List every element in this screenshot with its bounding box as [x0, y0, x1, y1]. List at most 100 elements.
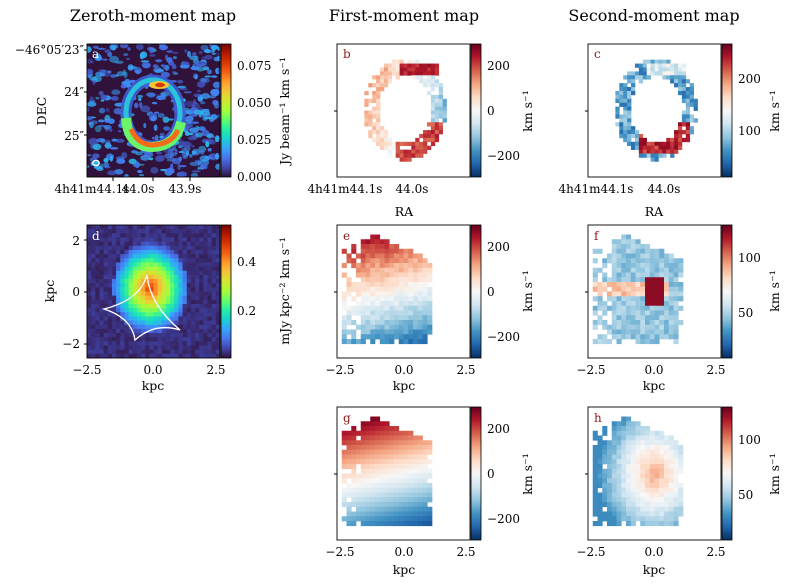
panel-c-pixel	[681, 114, 687, 119]
panel-f-pixel	[649, 282, 655, 288]
panel-e-pixel	[375, 305, 381, 311]
panel-f-pixel	[640, 253, 646, 259]
panel-d-pixel	[124, 316, 129, 321]
panel-d-pixel	[145, 324, 150, 330]
panel-e-pixel	[360, 286, 366, 292]
panel-e-pixel	[379, 324, 385, 330]
panel-h-pixel	[640, 483, 646, 489]
panel-h-pixel	[678, 502, 684, 508]
panel-d-pixel	[178, 308, 183, 313]
panel-e-pixel	[422, 334, 428, 340]
panel-h-pixel	[630, 506, 636, 512]
noise-blob	[188, 127, 199, 133]
panel-d-pixel	[128, 229, 134, 234]
panel-f-pixel	[659, 272, 665, 278]
panel-d-pixel	[116, 328, 121, 334]
panel-d-pixel	[182, 345, 188, 351]
panel-d-pixel	[132, 262, 138, 267]
panel-d-pixel	[107, 312, 113, 317]
panel-e-pixel	[379, 277, 385, 283]
panel-c-pixel	[681, 63, 687, 68]
panel-d-pixel	[120, 258, 125, 263]
panel-g-pixel	[341, 497, 347, 503]
panel-c-pixel	[631, 79, 636, 84]
panel-d-pixel	[107, 274, 113, 280]
panel-d-pixel	[199, 345, 204, 351]
panel-c-pixel	[674, 83, 679, 88]
panel-d-pixel	[136, 295, 142, 301]
panel-c-pixel	[674, 79, 679, 84]
panel-f-pixel	[659, 267, 665, 273]
panel-h-pixel	[659, 468, 665, 474]
panel-h-pixel	[649, 468, 655, 474]
panel-e-pixel	[394, 301, 400, 307]
panel-d-pixel	[103, 303, 109, 309]
panel-e-pixel	[408, 301, 414, 307]
panel-f-pixel	[664, 329, 670, 335]
panel-f-pixel	[635, 239, 641, 245]
panel-g-pixel	[379, 511, 385, 517]
panel-g-pixel	[346, 464, 352, 470]
panel-h-pixel	[635, 497, 641, 503]
panel-f-pixel	[621, 320, 627, 326]
panel-d-pixel	[124, 291, 129, 297]
panel-g-pixel	[408, 473, 414, 479]
panel-e-pixel	[365, 305, 371, 311]
panel-f-pixel	[626, 258, 632, 264]
panel-g-pixel	[351, 511, 357, 517]
panel-d-pixel	[132, 295, 138, 301]
panel-d-pixel	[149, 295, 154, 301]
noise-blob	[95, 53, 102, 61]
panel-f-pixel	[640, 310, 646, 316]
panel-f-pixel	[664, 296, 670, 302]
panel-c-pixel	[689, 126, 694, 131]
panel-g-pixel	[422, 473, 428, 479]
panel-e-pixel	[417, 282, 423, 288]
panel-c-pixel	[685, 90, 691, 96]
panel-d-pixel	[170, 229, 175, 234]
panel-e-pixel	[389, 253, 395, 259]
panel-f-pixel	[659, 291, 665, 297]
panel-h-pixel	[668, 502, 674, 508]
panel-c-pixel	[642, 63, 648, 68]
panel-d-pixel	[116, 349, 121, 355]
panel-d-pixel	[136, 266, 142, 272]
panel-d-pixel	[190, 266, 196, 272]
panel-d-pixel	[157, 270, 163, 276]
panel-b-pixel	[411, 71, 416, 76]
panel-d-pixel	[199, 303, 204, 309]
panel-d-pixel	[203, 266, 208, 272]
panel-d-pixel	[111, 254, 117, 259]
panel-g-xtick-1: 0.0	[394, 545, 413, 559]
panel-e-pixel	[384, 258, 390, 264]
noise-blob	[87, 58, 93, 64]
panel-d-pixel	[207, 333, 213, 338]
panel-c-pixel	[685, 137, 691, 143]
panel-b-pixel	[407, 71, 412, 76]
panel-e-pixel	[370, 253, 376, 259]
panel-d-pixel	[178, 291, 183, 297]
panel-d-pixel	[107, 237, 113, 242]
panel-h-pixel	[645, 497, 651, 503]
panel-e-pixel	[427, 301, 433, 307]
panel-c-pixel	[646, 141, 651, 147]
panel-f-xtick-1: 0.0	[644, 363, 663, 377]
panel-f-pixel	[611, 248, 617, 254]
panel-d-pixel	[120, 254, 125, 259]
panel-f-pixel	[635, 315, 641, 321]
panel-d-pixel	[199, 283, 204, 288]
panel-f-pixel	[616, 272, 622, 278]
panel-d-pixel	[87, 320, 92, 326]
panel-b-pixel	[383, 133, 389, 139]
panel-d-pixel	[91, 308, 96, 313]
panel-h-pixel	[607, 521, 613, 527]
panel-e-pixel	[422, 339, 428, 345]
panel-c-pixel	[674, 75, 679, 80]
noise-blob	[195, 94, 200, 98]
panel-e-pixel	[408, 258, 414, 264]
panel-d-pixel	[190, 254, 196, 259]
panel-d-pixel	[165, 287, 171, 292]
panel-d-pixel	[95, 287, 100, 292]
panel-g-pixel	[375, 487, 381, 493]
panel-f-pixel	[664, 253, 670, 259]
